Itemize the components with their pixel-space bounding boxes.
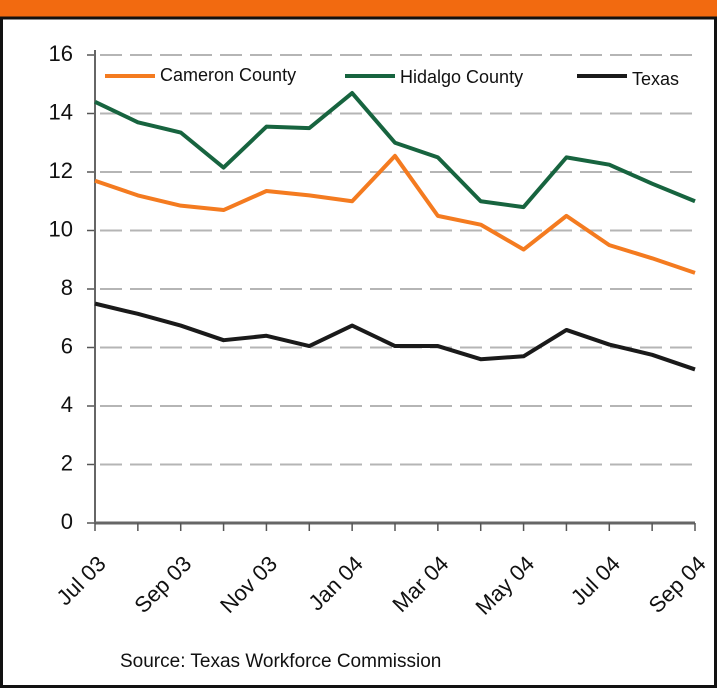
series-line bbox=[94, 153, 696, 275]
y-tick-label: 12 bbox=[49, 158, 73, 183]
x-tick-label: Sep 04 bbox=[644, 551, 711, 618]
x-tick-label: Nov 03 bbox=[215, 551, 282, 618]
y-tick-label: 4 bbox=[61, 392, 73, 417]
x-tick-label: Sep 03 bbox=[129, 551, 196, 618]
x-tick-label: Mar 04 bbox=[387, 551, 453, 617]
y-tick-label: 2 bbox=[61, 450, 73, 475]
y-tick-label: 0 bbox=[61, 509, 73, 534]
x-tick-label: Jan 04 bbox=[303, 551, 367, 615]
source: Source: Texas Workforce Commission bbox=[120, 651, 441, 672]
y-tick-label: 14 bbox=[49, 99, 73, 124]
legend-label: Cameron County bbox=[160, 65, 296, 85]
x-tick-label: Jul 03 bbox=[51, 551, 110, 610]
frame bbox=[0, 16, 717, 688]
x-tick-label: May 04 bbox=[471, 551, 540, 620]
y-tick-label: 16 bbox=[49, 41, 73, 66]
legend-label: Texas bbox=[632, 69, 679, 89]
y-tick-label: 8 bbox=[61, 275, 73, 300]
legend-label: Hidalgo County bbox=[400, 67, 523, 87]
series-line bbox=[94, 301, 696, 372]
series-line bbox=[94, 91, 696, 210]
y-tick-label: 6 bbox=[61, 333, 73, 358]
header-bar bbox=[0, 0, 717, 18]
x-tick-label: Jul 04 bbox=[566, 551, 625, 610]
y-tick-label: 10 bbox=[49, 216, 73, 241]
